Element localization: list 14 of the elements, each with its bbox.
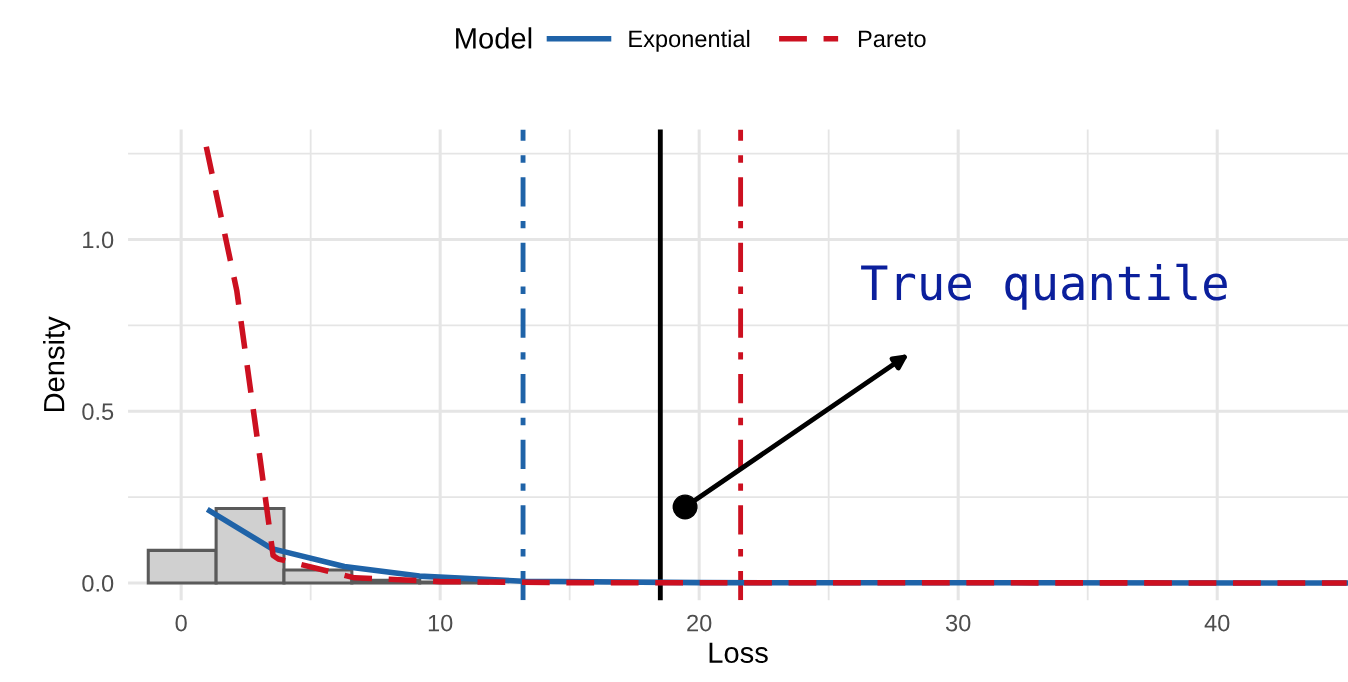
y-axis-title: Density bbox=[43, 316, 71, 412]
legend-label: Exponential bbox=[629, 29, 750, 52]
x-tick-label: 20 bbox=[687, 614, 712, 632]
x-tick-label: 30 bbox=[945, 614, 971, 632]
legend-label: Pareto bbox=[858, 30, 926, 48]
legend-title: Model bbox=[456, 27, 532, 49]
x-tick-label: 0 bbox=[175, 614, 187, 632]
y-tick-label: 0.0 bbox=[82, 575, 114, 592]
y-tick-label: 1.0 bbox=[83, 231, 114, 249]
x-tick-label: 40 bbox=[1204, 614, 1230, 632]
annotation: True quantile bbox=[861, 263, 1227, 310]
x-axis-title: Loss bbox=[709, 642, 768, 664]
x-tick-label: 10 bbox=[428, 614, 453, 632]
y-tick-label: 0.5 bbox=[82, 403, 114, 421]
